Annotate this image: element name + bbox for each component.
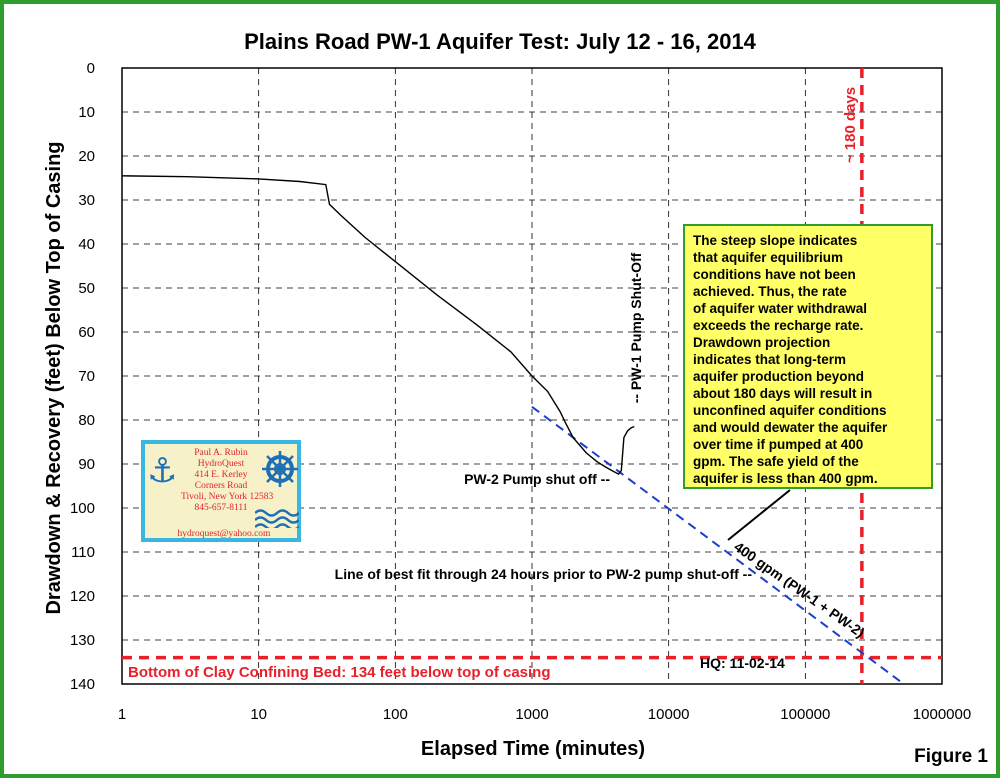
drawdown-series-line	[121, 175, 635, 475]
note-line: achieved. Thus, the rate	[693, 284, 847, 299]
plot-area	[121, 67, 943, 685]
chart-title: Plains Road PW-1 Aquifer Test: July 12 -…	[244, 29, 757, 54]
x-tick-label: 1	[118, 706, 126, 723]
card-line: Corners Road	[194, 481, 248, 491]
y-tick-label: 10	[78, 104, 95, 121]
y-tick-label: 40	[78, 236, 95, 253]
business-card: ⚓ Paul A. Rubin HydroQuest 414 E. Kerley Co…	[141, 440, 301, 542]
series-group	[121, 175, 635, 475]
ship-wheel-icon	[262, 451, 298, 487]
note-line: conditions have not been	[693, 267, 856, 282]
note-line: exceeds the recharge rate.	[693, 318, 864, 333]
note-line: of aquifer water withdrawal	[693, 301, 868, 316]
best-fit-line-label: 400 gpm (PW-1 + PW-2)	[731, 538, 867, 640]
pw1-shutoff-label: -- PW-1 Pump Shut-Off	[628, 252, 644, 403]
y-tick-label: 80	[78, 412, 95, 429]
y-tick-label: 110	[71, 544, 95, 561]
note-line: unconfined aquifer conditions	[693, 403, 887, 418]
y-tick-label: 90	[78, 456, 95, 473]
best-fit-note: Line of best fit through 24 hours prior …	[335, 566, 753, 582]
y-tick-label: 30	[78, 192, 95, 209]
note-line: Drawdown projection	[693, 335, 831, 350]
anchor-icon: ⚓	[147, 451, 178, 491]
y-tick-label: 0	[87, 60, 95, 77]
card-line: 414 E. Kerley	[194, 470, 248, 480]
note-line: indicates that long-term	[693, 352, 847, 367]
x-axis-title: Elapsed Time (minutes)	[421, 738, 645, 760]
card-line: HydroQuest	[197, 459, 245, 469]
y-tick-label: 140	[70, 676, 95, 693]
x-tick-label: 100000	[780, 706, 830, 723]
x-tick-label: 1000000	[913, 706, 971, 723]
figure-label: Figure 1	[914, 746, 988, 767]
y-tick-label: 70	[78, 368, 95, 385]
y-tick-label: 120	[70, 588, 95, 605]
y-tick-label: 20	[78, 148, 95, 165]
waves-icon	[255, 509, 299, 528]
note-line: about 180 days will result in	[693, 386, 873, 401]
note-line: The steep slope indicates	[693, 233, 858, 248]
note-line: that aquifer equilibrium	[693, 250, 844, 265]
x-tick-labels: 1 10 100 1000 10000 100000 1000000	[118, 706, 971, 723]
confining-bed-label: Bottom of Clay Confining Bed: 134 feet b…	[128, 664, 551, 681]
y-tick-label: 60	[78, 324, 95, 341]
y-tick-label: 50	[78, 280, 95, 297]
note-pointer-line	[727, 489, 791, 541]
card-email: hydroquest@yahoo.com	[177, 529, 271, 539]
card-line: Tivoli, New York 12583	[181, 492, 274, 502]
pw2-shutoff-label: PW-2 Pump shut off --	[464, 471, 610, 487]
y-axis-title: Drawdown & Recovery (feet) Below Top of …	[43, 141, 65, 614]
note-line: and would dewater the aquifer	[693, 420, 888, 435]
y-tick-label: 130	[70, 632, 95, 649]
note-line: gpm. The safe yield of the	[693, 454, 859, 469]
y-tick-label: 100	[70, 500, 95, 517]
x-tick-label: 10	[250, 706, 267, 723]
hq-date-label: HQ: 11-02-14	[700, 655, 785, 671]
note-line: over time if pumped at 400	[693, 437, 864, 452]
best-fit-line	[531, 405, 902, 683]
note-line: aquifer is less than 400 gpm.	[693, 471, 878, 486]
card-line: 845-657-8111	[194, 503, 248, 513]
x-tick-label: 10000	[648, 706, 690, 723]
card-address: Paul A. Rubin HydroQuest 414 E. Kerley Corn…	[181, 448, 274, 514]
x-tick-label: 100	[383, 706, 408, 723]
day-180-label: ~ 180 days	[842, 87, 859, 163]
note-line: aquifer production beyond	[693, 369, 864, 384]
y-tick-labels: 0 10 20 30 40 50 60 70 80 90 100 110 120 130 140	[70, 60, 95, 693]
card-line: Paul A. Rubin	[194, 448, 248, 458]
x-tick-label: 1000	[515, 706, 548, 723]
note-box: The steep slope indicates that aquifer eq…	[683, 224, 933, 489]
